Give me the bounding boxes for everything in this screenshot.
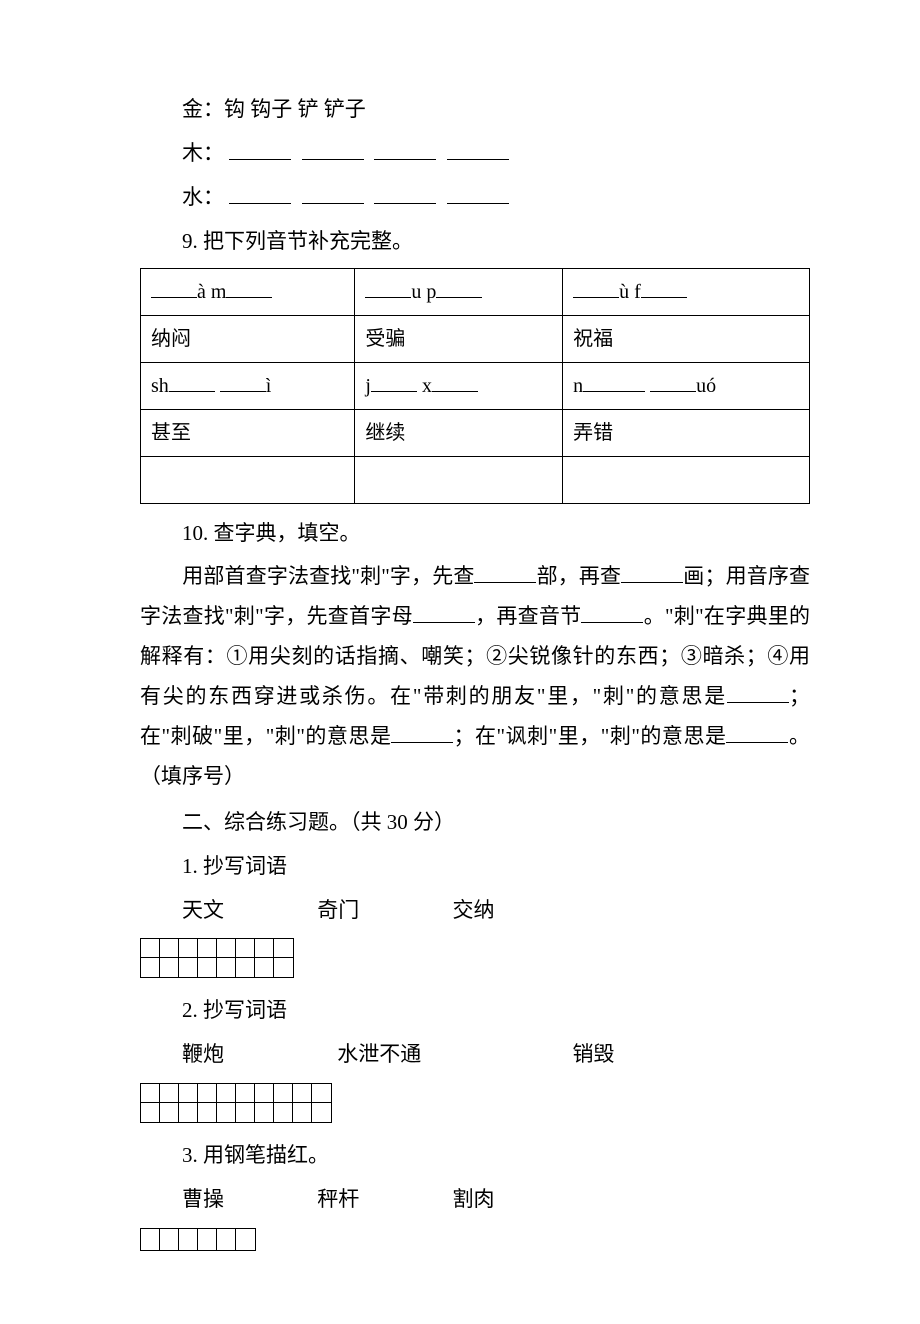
text: à m bbox=[197, 281, 226, 303]
blank[interactable] bbox=[436, 275, 482, 298]
table-cell bbox=[141, 456, 355, 503]
blank[interactable] bbox=[447, 136, 509, 160]
text: ì bbox=[266, 375, 272, 397]
text: ，再查音节 bbox=[475, 604, 582, 628]
q1-words: 天文 奇门 交纳 bbox=[140, 891, 810, 931]
blank[interactable] bbox=[432, 369, 478, 392]
table-cell: n uó bbox=[563, 362, 810, 409]
line-mu: 木： bbox=[140, 134, 810, 174]
blank[interactable] bbox=[413, 599, 475, 623]
blank[interactable] bbox=[151, 275, 197, 298]
word: 销毁 bbox=[573, 1035, 615, 1075]
blank[interactable] bbox=[447, 180, 509, 204]
table-cell: à m bbox=[141, 268, 355, 315]
table-cell: 纳闷 bbox=[141, 315, 355, 362]
table-cell: 受骗 bbox=[355, 315, 563, 362]
table-cell bbox=[563, 456, 810, 503]
blank[interactable] bbox=[229, 180, 291, 204]
mu-prefix: 木： bbox=[182, 141, 224, 165]
line-shui: 水： bbox=[140, 178, 810, 218]
q2-title: 2. 抄写词语 bbox=[140, 991, 810, 1031]
word: 鞭炮 bbox=[182, 1035, 332, 1075]
q1-title: 1. 抄写词语 bbox=[140, 847, 810, 887]
blank[interactable] bbox=[641, 275, 687, 298]
blank[interactable] bbox=[365, 275, 411, 298]
blank[interactable] bbox=[302, 136, 364, 160]
blank[interactable] bbox=[583, 369, 645, 392]
word: 奇门 bbox=[317, 891, 447, 931]
text: 部，再查 bbox=[536, 564, 621, 588]
text: ù f bbox=[619, 281, 641, 303]
blank[interactable] bbox=[169, 369, 215, 392]
table-cell: 祝福 bbox=[563, 315, 810, 362]
writing-grid[interactable] bbox=[140, 1228, 256, 1251]
word: 水泄不通 bbox=[337, 1035, 567, 1075]
q9-title: 9. 把下列音节补充完整。 bbox=[140, 222, 810, 262]
writing-grid[interactable] bbox=[140, 938, 294, 978]
q3-words: 曹操 秤杆 割肉 bbox=[140, 1180, 810, 1220]
blank[interactable] bbox=[374, 136, 436, 160]
table-cell: j x bbox=[355, 362, 563, 409]
text: 用部首查字法查找"刺"字，先查 bbox=[182, 564, 474, 588]
word: 曹操 bbox=[182, 1180, 312, 1220]
table-cell: 弄错 bbox=[563, 409, 810, 456]
blank[interactable] bbox=[220, 369, 266, 392]
blank[interactable] bbox=[726, 719, 788, 743]
word: 割肉 bbox=[453, 1180, 495, 1220]
q10-body: 用部首查字法查找"刺"字，先查部，再查画；用音序查字法查找"刺"字，先查首字母，… bbox=[140, 557, 810, 796]
pinyin-table: à m u p ù f 纳闷 受骗 祝福 sh ì j x n uó bbox=[140, 268, 810, 504]
table-cell: u p bbox=[355, 268, 563, 315]
writing-grid[interactable] bbox=[140, 1083, 332, 1123]
blank[interactable] bbox=[226, 275, 272, 298]
q10-title: 10. 查字典，填空。 bbox=[140, 514, 810, 554]
blank[interactable] bbox=[229, 136, 291, 160]
blank[interactable] bbox=[391, 719, 453, 743]
text: n bbox=[573, 375, 583, 397]
section-2-title: 二、综合练习题。（共 30 分） bbox=[140, 803, 810, 843]
blank[interactable] bbox=[371, 369, 417, 392]
table-cell: 继续 bbox=[355, 409, 563, 456]
line-jin: 金：钩 钩子 铲 铲子 bbox=[140, 90, 810, 130]
text: ；在"讽刺"里，"刺"的意思是 bbox=[453, 724, 726, 748]
text: uó bbox=[696, 375, 716, 397]
blank[interactable] bbox=[621, 559, 683, 583]
blank[interactable] bbox=[302, 180, 364, 204]
blank[interactable] bbox=[727, 679, 789, 703]
text: x bbox=[422, 375, 432, 397]
shui-prefix: 水： bbox=[182, 185, 224, 209]
table-cell: sh ì bbox=[141, 362, 355, 409]
text: sh bbox=[151, 375, 169, 397]
word: 天文 bbox=[182, 891, 312, 931]
table-cell bbox=[355, 456, 563, 503]
word: 秤杆 bbox=[317, 1180, 447, 1220]
blank[interactable] bbox=[573, 275, 619, 298]
q2-words: 鞭炮 水泄不通 销毁 bbox=[140, 1035, 810, 1075]
table-cell: 甚至 bbox=[141, 409, 355, 456]
q3-title: 3. 用钢笔描红。 bbox=[140, 1136, 810, 1176]
word: 交纳 bbox=[453, 891, 495, 931]
table-cell: ù f bbox=[563, 268, 810, 315]
blank[interactable] bbox=[474, 559, 536, 583]
blank[interactable] bbox=[650, 369, 696, 392]
blank[interactable] bbox=[374, 180, 436, 204]
text: 在"带刺的朋友"里，"刺"的意思是 bbox=[390, 684, 727, 708]
text: u p bbox=[411, 281, 436, 303]
blank[interactable] bbox=[581, 599, 643, 623]
